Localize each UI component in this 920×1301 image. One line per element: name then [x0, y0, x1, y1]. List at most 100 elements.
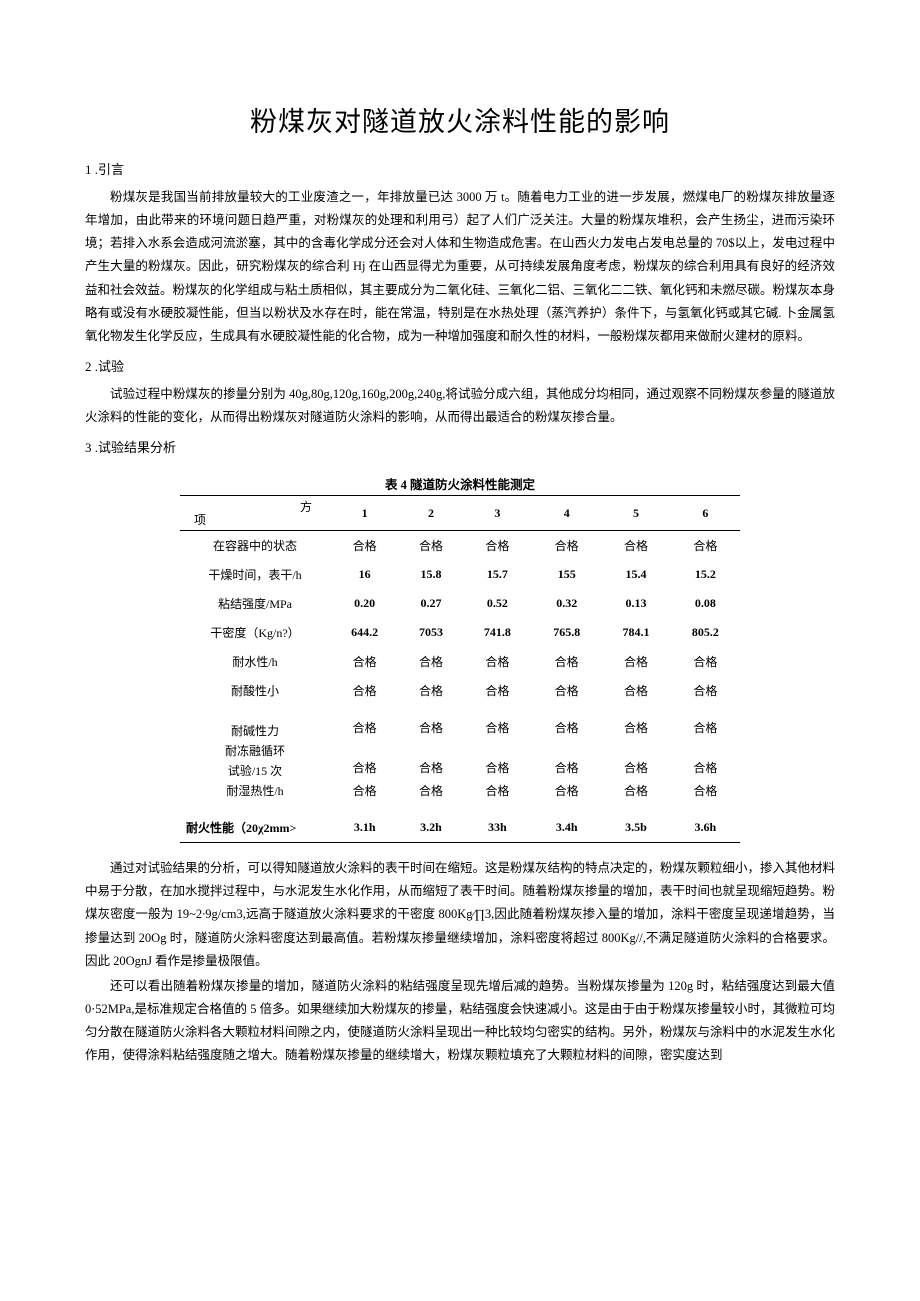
cell: 0.52: [463, 589, 532, 618]
row-label: 耐酸性小: [180, 676, 330, 705]
cell: 合格: [399, 531, 462, 561]
cell: 0.32: [532, 589, 601, 618]
row-label: 干密度（Kg/n?）: [180, 618, 330, 647]
cell: 合格: [601, 647, 670, 676]
section-3-para-2: 还可以看出随着粉煤灰掺量的增加，隧道防火涂料的粘结强度呈现先增后减的趋势。当粉煤…: [85, 975, 835, 1068]
cell: 15.4: [601, 560, 670, 589]
cell: 3.1h: [330, 813, 399, 843]
cell: 合格: [601, 531, 670, 561]
cell: 合格: [463, 531, 532, 561]
section-1-para-1: 粉煤灰是我国当前排放量较大的工业废渣之一，年排放量已达 3000 万 t。随着电…: [85, 186, 835, 348]
cell: 合格: [601, 782, 670, 805]
cell: 合格: [463, 759, 532, 782]
table-row: 在容器中的状态 合格 合格 合格 合格 合格 合格: [180, 531, 740, 561]
page: 粉煤灰对隧道放火涂料性能的影响 1 .引言 粉煤灰是我国当前排放量较大的工业废渣…: [0, 0, 920, 1129]
cell: 合格: [463, 647, 532, 676]
cell: 合格: [601, 713, 670, 742]
cell: 合格: [399, 782, 462, 805]
cell: 3.6h: [671, 813, 740, 843]
cell: 16: [330, 560, 399, 589]
row-label: 耐湿热性/h: [180, 782, 330, 805]
col-2: 2: [399, 496, 462, 531]
performance-table: 方 项 1 2 3 4 5 6 在容器中的状态 合格 合格 合格 合格 合格 合…: [180, 495, 740, 843]
cell: 合格: [532, 713, 601, 742]
row-label: 耐冻融循环: [180, 742, 330, 759]
cell: 15.8: [399, 560, 462, 589]
cell: 合格: [330, 713, 399, 742]
table-row: 干密度（Kg/n?） 644.2 7053 741.8 765.8 784.1 …: [180, 618, 740, 647]
cell: 合格: [601, 759, 670, 782]
table-corner-cell: 方 项: [180, 496, 330, 531]
cell: 合格: [601, 676, 670, 705]
section-1-heading: 1 .引言: [85, 159, 835, 178]
col-6: 6: [671, 496, 740, 531]
table-header-row: 方 项 1 2 3 4 5 6: [180, 496, 740, 531]
cell: 合格: [532, 647, 601, 676]
table-row: 粘结强度/MPa 0.20 0.27 0.52 0.32 0.13 0.08: [180, 589, 740, 618]
doc-title: 粉煤灰对隧道放火涂料性能的影响: [85, 100, 835, 139]
table-row: 耐冻融循环: [180, 742, 740, 759]
cell: 合格: [463, 782, 532, 805]
row-label: 耐碱性力: [180, 713, 330, 742]
cell: 合格: [671, 759, 740, 782]
row-label: 粘结强度/MPa: [180, 589, 330, 618]
row-label: 在容器中的状态: [180, 531, 330, 561]
table-row: 干燥时间，表干/h 16 15.8 15.7 155 15.4 15.2: [180, 560, 740, 589]
row-label: 试验/15 次: [180, 759, 330, 782]
table-row: 试验/15 次 合格 合格 合格 合格 合格 合格: [180, 759, 740, 782]
cell: 644.2: [330, 618, 399, 647]
col-5: 5: [601, 496, 670, 531]
cell: 合格: [671, 647, 740, 676]
cell: 33h: [463, 813, 532, 843]
cell: 7053: [399, 618, 462, 647]
cell: 合格: [399, 647, 462, 676]
table-spacer: [180, 805, 740, 813]
table-row: 耐酸性小 合格 合格 合格 合格 合格 合格: [180, 676, 740, 705]
row-label: 耐水性/h: [180, 647, 330, 676]
table-row: 耐水性/h 合格 合格 合格 合格 合格 合格: [180, 647, 740, 676]
cell: 合格: [399, 713, 462, 742]
cell: 合格: [399, 759, 462, 782]
table-row: 耐湿热性/h 合格 合格 合格 合格 合格 合格: [180, 782, 740, 805]
cell: 合格: [463, 713, 532, 742]
col-3: 3: [463, 496, 532, 531]
table-row: 耐火性能（20χ2mm> 3.1h 3.2h 33h 3.4h 3.5b 3.6…: [180, 813, 740, 843]
cell: 155: [532, 560, 601, 589]
cell: 合格: [330, 647, 399, 676]
cell: 741.8: [463, 618, 532, 647]
cell: 合格: [330, 759, 399, 782]
cell: 合格: [671, 676, 740, 705]
section-3-para-1: 通过对试验结果的分析，可以得知隧道放火涂料的表干时间在缩短。这是粉煤灰结构的特点…: [85, 857, 835, 973]
cell: 合格: [671, 531, 740, 561]
table-wrapper: 方 项 1 2 3 4 5 6 在容器中的状态 合格 合格 合格 合格 合格 合…: [180, 495, 740, 843]
cell: 合格: [330, 782, 399, 805]
cell: 合格: [532, 676, 601, 705]
cell: 15.2: [671, 560, 740, 589]
cell: 合格: [330, 531, 399, 561]
cell: 合格: [671, 782, 740, 805]
cell: 合格: [532, 531, 601, 561]
cell: 765.8: [532, 618, 601, 647]
section-2-para-1: 试验过程中粉煤灰的掺量分别为 40g,80g,120g,160g,200g,24…: [85, 383, 835, 429]
cell: 15.7: [463, 560, 532, 589]
cell: 合格: [532, 782, 601, 805]
cell: 3.2h: [399, 813, 462, 843]
corner-top-label: 方: [300, 498, 312, 515]
cell: 合格: [671, 713, 740, 742]
section-3-heading: 3 .试验结果分析: [85, 437, 835, 456]
row-label: 干燥时间，表干/h: [180, 560, 330, 589]
corner-bot-label: 项: [194, 511, 206, 528]
col-1: 1: [330, 496, 399, 531]
cell: 0.20: [330, 589, 399, 618]
section-2-heading: 2 .试验: [85, 356, 835, 375]
col-4: 4: [532, 496, 601, 531]
cell: 805.2: [671, 618, 740, 647]
cell: 合格: [399, 676, 462, 705]
cell: 0.27: [399, 589, 462, 618]
table-caption: 表 4 隧道防火涂料性能测定: [85, 474, 835, 493]
cell: 784.1: [601, 618, 670, 647]
cell: 3.4h: [532, 813, 601, 843]
cell: 合格: [463, 676, 532, 705]
cell: 合格: [532, 759, 601, 782]
cell: 0.08: [671, 589, 740, 618]
